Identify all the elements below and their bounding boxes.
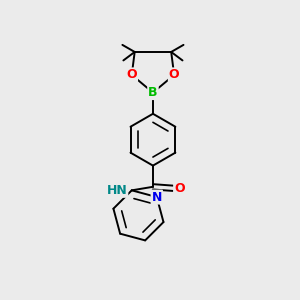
Text: N: N xyxy=(152,190,162,203)
Text: O: O xyxy=(174,182,185,195)
Text: O: O xyxy=(169,68,179,81)
Text: O: O xyxy=(126,68,137,81)
Text: HN: HN xyxy=(106,184,127,197)
Text: B: B xyxy=(148,86,158,99)
